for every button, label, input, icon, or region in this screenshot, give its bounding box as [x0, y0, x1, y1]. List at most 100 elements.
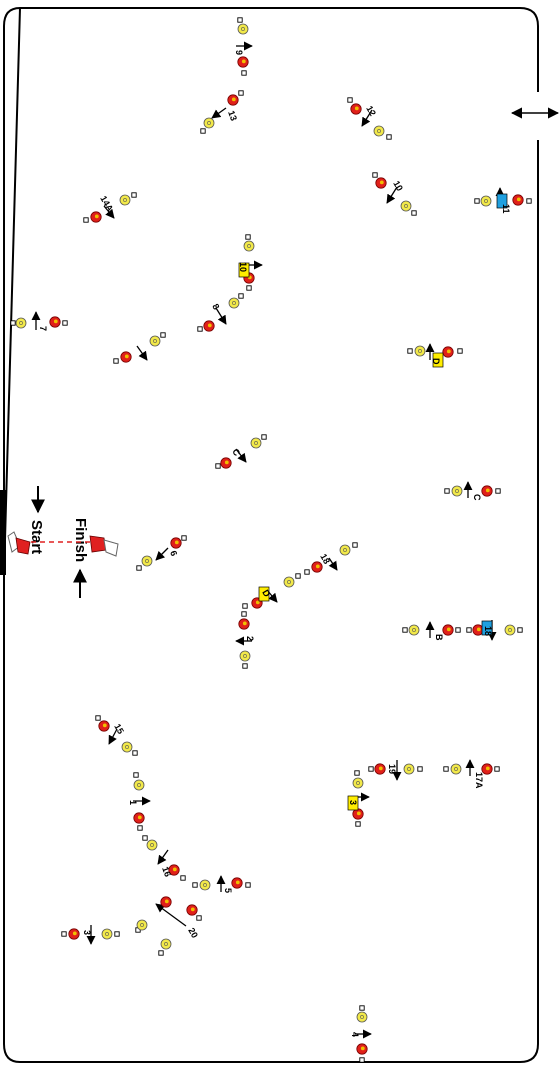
- pylon: [352, 542, 358, 548]
- station-label: 14A: [98, 194, 115, 214]
- direction-arrow: [155, 903, 187, 927]
- finish-label: Finish: [72, 518, 89, 562]
- station-s4: 4: [350, 1005, 372, 1063]
- yellow-cone: [414, 345, 426, 357]
- pylon: [372, 172, 378, 178]
- station-s2: 2: [235, 611, 255, 669]
- pylon: [457, 348, 463, 354]
- pylon: [359, 1005, 365, 1011]
- station-label: 12: [364, 104, 378, 118]
- direction-arrow: [361, 109, 373, 127]
- yellow-cone-center: [356, 781, 360, 785]
- station-s3y: 3: [347, 770, 370, 827]
- pylon: [466, 627, 472, 633]
- station-sDb: D: [242, 573, 301, 609]
- pylon: [517, 627, 523, 633]
- station-label: 8: [210, 302, 221, 311]
- station-label: D: [260, 588, 272, 599]
- pylon: [417, 766, 423, 772]
- station-label: 16: [160, 865, 173, 878]
- pylon: [137, 825, 143, 831]
- yellow-cone: [400, 200, 412, 212]
- station-label: 7: [38, 326, 48, 331]
- yellow-cone: [250, 437, 262, 449]
- station-s16: 16: [142, 835, 186, 881]
- pylon: [455, 627, 461, 633]
- station-sC1: C: [215, 434, 267, 469]
- station-label: 3: [82, 930, 92, 935]
- station-s8b: [113, 332, 166, 364]
- pylon: [241, 611, 247, 617]
- red-cone-center: [354, 106, 359, 111]
- yellow-cone: [228, 297, 240, 309]
- station-label: D: [431, 358, 441, 365]
- pylon: [245, 882, 251, 888]
- station-label: 13: [226, 109, 239, 122]
- direction-arrow: [328, 557, 338, 571]
- pylon: [192, 882, 198, 888]
- red-cone-center: [446, 349, 451, 354]
- station-label: 17A: [474, 772, 484, 789]
- direction-arrow: [235, 448, 247, 463]
- pylon: [368, 766, 374, 772]
- yellow-cone-center: [150, 843, 154, 847]
- red-cone-center: [378, 766, 383, 771]
- yellow-cone-center: [241, 27, 245, 31]
- station-label: 20: [186, 926, 200, 940]
- station-label: 3: [348, 800, 358, 805]
- station-s10b: 10: [238, 234, 263, 291]
- pylon: [245, 234, 251, 240]
- yellow-cone: [339, 544, 351, 556]
- yellow-cone-center: [377, 129, 381, 133]
- pylon: [114, 931, 120, 937]
- red-cone-center: [446, 627, 451, 632]
- yellow-cone-center: [404, 204, 408, 208]
- red-cone-center: [476, 627, 481, 632]
- station-s7: 7: [10, 311, 68, 331]
- yellow-cone: [121, 741, 133, 753]
- station-s18: 18: [304, 542, 358, 575]
- station-s18b: 18: [466, 620, 523, 641]
- station-label: 10: [238, 262, 248, 272]
- pylon: [61, 931, 67, 937]
- red-cone-center: [485, 488, 490, 493]
- pylon: [242, 663, 248, 669]
- yellow-cone: [160, 938, 172, 950]
- direction-arrow: [155, 547, 169, 561]
- yellow-cone-center: [207, 121, 211, 125]
- direction-arrow: [136, 345, 148, 361]
- pylon: [196, 915, 202, 921]
- yellow-cone-center: [123, 198, 127, 202]
- red-cone-center: [360, 1046, 365, 1051]
- pylon: [132, 750, 138, 756]
- station-s20: 20: [135, 896, 202, 956]
- station-s10a: 10: [372, 172, 417, 216]
- yellow-cone-center: [19, 321, 23, 325]
- yellow-cone: [352, 777, 364, 789]
- station-s19: 19: [368, 760, 423, 781]
- red-cone-center: [72, 931, 77, 936]
- yellow-cone-center: [407, 767, 411, 771]
- yellow-cone: [199, 879, 211, 891]
- station-label: 1: [128, 800, 138, 805]
- pylon: [136, 565, 142, 571]
- pylon: [304, 569, 310, 575]
- red-cone-center: [102, 723, 107, 728]
- station-tag: [481, 620, 493, 636]
- yellow-cone-center: [164, 942, 168, 946]
- station-label: 10: [391, 179, 405, 193]
- red-cone-center: [124, 354, 129, 359]
- station-label: 6: [168, 549, 179, 557]
- station-s1: 1: [128, 772, 151, 831]
- yellow-cone-center: [484, 199, 488, 203]
- station-s5: 5: [192, 875, 251, 893]
- pylon: [355, 821, 361, 827]
- pylon: [526, 198, 532, 204]
- yellow-cone: [15, 317, 27, 329]
- station-sB: B: [402, 621, 461, 641]
- station-s11: 11: [474, 187, 532, 214]
- yellow-cone-center: [125, 745, 129, 749]
- yellow-cone: [504, 624, 516, 636]
- red-cone-center: [224, 460, 229, 465]
